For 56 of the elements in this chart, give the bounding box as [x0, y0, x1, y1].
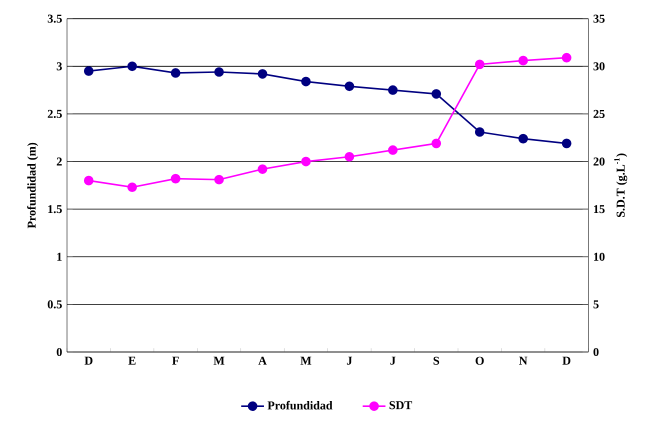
- point: [170, 174, 180, 184]
- point: [474, 127, 485, 137]
- y-tick-label: 1.5: [48, 205, 62, 214]
- y-tick-label: 2: [56, 158, 62, 166]
- point: [301, 76, 311, 86]
- legend-label: SDT: [390, 401, 412, 410]
- point: [258, 69, 268, 79]
- y-tick-label: 0: [56, 348, 62, 356]
- x-tick-label: E: [128, 356, 136, 365]
- point: [344, 152, 354, 162]
- point: [301, 156, 311, 166]
- y2-tick-label: 15: [594, 205, 605, 214]
- point: [431, 138, 442, 148]
- y2-tick-label: 25: [594, 110, 605, 118]
- x-tick-label: O: [476, 356, 484, 365]
- point: [518, 134, 528, 144]
- y2-tick-label: 0: [594, 348, 599, 356]
- point: [84, 66, 94, 76]
- y-tick-label: 3.5: [48, 14, 62, 23]
- point: [562, 138, 572, 148]
- y2-tick-label: 30: [594, 62, 605, 70]
- x-tick-label: M: [300, 356, 312, 365]
- x-tick-label: N: [519, 356, 528, 365]
- y-tick-label: 2.5: [48, 110, 62, 118]
- point: [344, 81, 354, 92]
- y2-tick-label: 5: [594, 300, 599, 308]
- y2-tick-label: 20: [594, 157, 605, 166]
- legend-label: Profundidad: [268, 400, 332, 410]
- point: [84, 176, 94, 186]
- x-tick-label: J: [346, 356, 352, 365]
- point: [170, 68, 180, 78]
- point: [474, 60, 485, 70]
- x-tick-label: M: [214, 356, 224, 365]
- x-tick-label: J: [390, 356, 396, 365]
- x-tick-label: D: [562, 356, 570, 365]
- y-tick-label: 3: [56, 62, 62, 70]
- y-tick-label: 0.5: [48, 300, 62, 308]
- point: [431, 89, 442, 99]
- point: [388, 145, 398, 155]
- x-tick-label: D: [84, 356, 92, 365]
- point: [258, 164, 268, 174]
- y2-tick-label: 10: [594, 252, 605, 261]
- y2-axis-title: S.D.T (g.L$^{-1}$): [614, 154, 628, 218]
- point: [388, 85, 398, 95]
- y-tick-label: 1: [57, 252, 62, 261]
- x-tick-label: A: [258, 356, 267, 365]
- x-tick-label: F: [172, 356, 179, 365]
- point: [127, 61, 137, 72]
- y2-tick-label: 35: [594, 14, 605, 23]
- point: [518, 56, 528, 66]
- point: [127, 182, 137, 192]
- x-tick-label: S: [434, 356, 440, 365]
- y-axis-title: Profundidad (m): [27, 142, 38, 228]
- point: [214, 67, 224, 77]
- point: [562, 52, 572, 63]
- point: [214, 174, 224, 184]
